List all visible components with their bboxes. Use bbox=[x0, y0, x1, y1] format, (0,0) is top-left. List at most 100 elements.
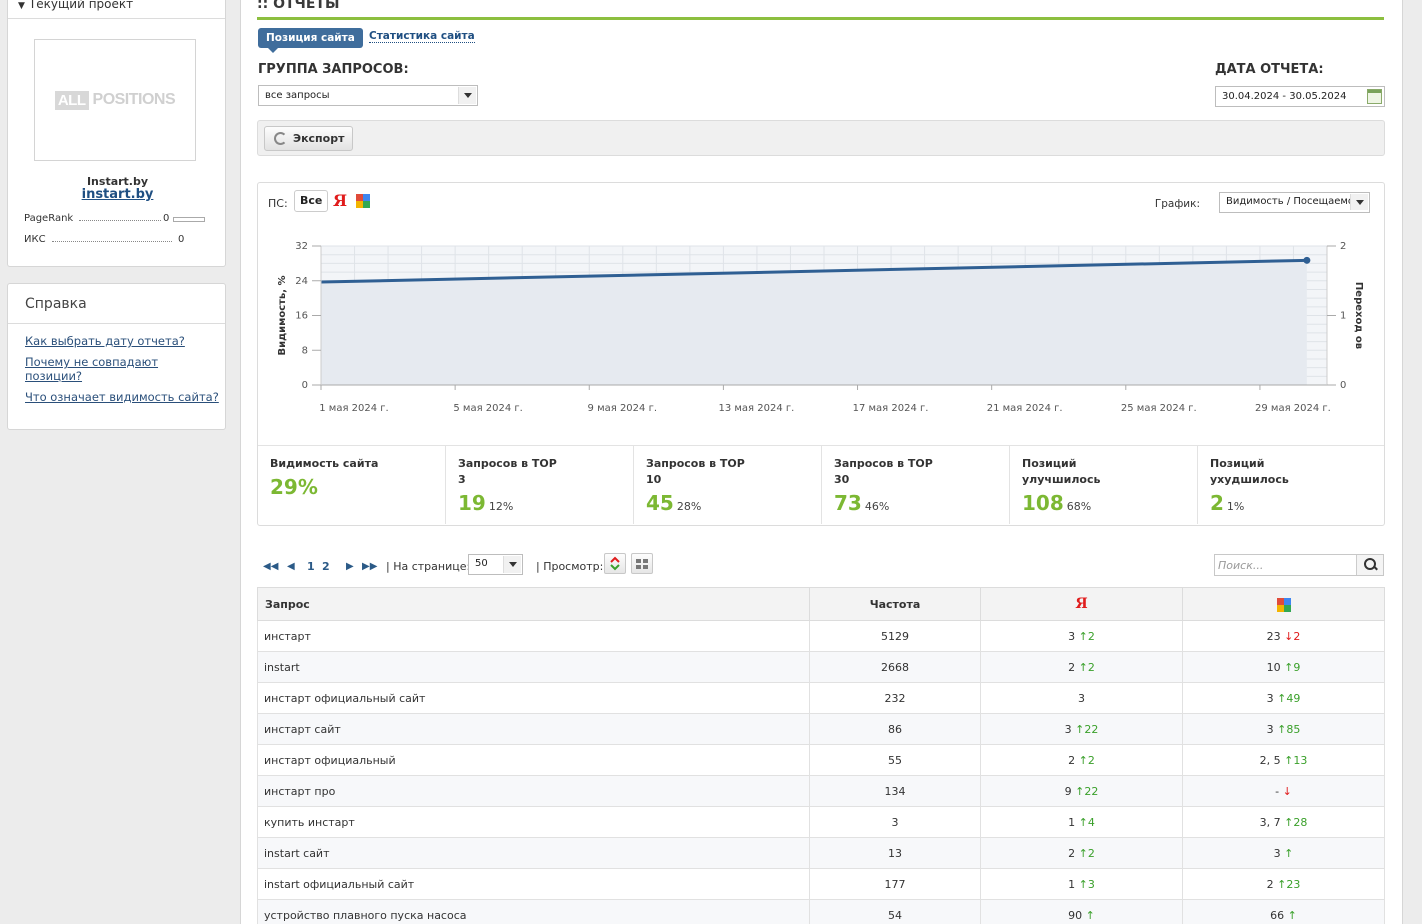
query-cell: instart официальный сайт bbox=[257, 868, 810, 900]
query-cell: инстарт официальный bbox=[257, 744, 810, 776]
position-value: 23 bbox=[1266, 629, 1281, 643]
position-change: 3 bbox=[1087, 877, 1095, 891]
query-group-select[interactable]: все запросы bbox=[258, 85, 478, 106]
help-link-visibility[interactable]: Что означает видимость сайта? bbox=[25, 390, 219, 404]
stat-value: 2 bbox=[1210, 491, 1224, 515]
first-page-icon[interactable]: ◀◀ bbox=[263, 561, 279, 572]
position-value: 3 bbox=[1266, 691, 1274, 705]
prev-page-icon[interactable]: ◀ bbox=[287, 561, 295, 572]
report-date-field[interactable]: 30.04.2024 - 30.05.2024 bbox=[1215, 86, 1385, 107]
query-cell: инстарт про bbox=[257, 775, 810, 807]
site-link[interactable]: instart.by bbox=[81, 187, 154, 202]
view-sort-button[interactable] bbox=[604, 553, 626, 574]
frequency-cell: 134 bbox=[809, 775, 981, 807]
y2-tick-label: 0 bbox=[1340, 380, 1346, 391]
arrow-up-icon: ↑ bbox=[1277, 877, 1287, 891]
frequency-value: 134 bbox=[884, 784, 906, 798]
table-row: instart официальный сайт 177 1 ↑3 2 ↑23 bbox=[257, 868, 1385, 900]
position-value: 3 bbox=[1068, 629, 1076, 643]
sort-arrows-icon bbox=[610, 556, 620, 571]
tab-site-position[interactable]: Позиция сайта bbox=[258, 28, 363, 53]
arrow-up-icon: ↑ bbox=[1078, 753, 1088, 767]
stat-label: Запросов в TOP 3 bbox=[458, 457, 557, 486]
stat-worsened: Позиций ухудшилось 2 1% bbox=[1198, 446, 1386, 524]
yandex-position-cell: 3 ↑22 bbox=[980, 713, 1183, 745]
arrow-up-icon: ↑ bbox=[1075, 722, 1085, 736]
search-input[interactable]: Поиск... bbox=[1214, 554, 1384, 576]
frequency-value: 2668 bbox=[881, 660, 909, 674]
yandex-position-cell: 2 ↑2 bbox=[980, 837, 1183, 869]
x-tick-label: 29 мая 2024 г. bbox=[1255, 403, 1331, 414]
last-page-icon[interactable]: ▶▶ bbox=[362, 561, 378, 572]
position-change: 4 bbox=[1087, 815, 1095, 829]
metric-label: ИКС bbox=[24, 234, 46, 245]
current-project-panel: ▼ Текущий проект ALL POSITIONS Instart.by … bbox=[7, 0, 226, 267]
x-tick-label: 5 мая 2024 г. bbox=[453, 403, 522, 414]
calendar-icon[interactable] bbox=[1367, 89, 1382, 104]
y-tick-label: 8 bbox=[302, 345, 308, 356]
search-placeholder: Поиск... bbox=[1218, 559, 1264, 572]
export-label: Экспорт bbox=[293, 132, 345, 145]
project-panel-title: Текущий проект bbox=[28, 0, 134, 11]
position-change: 49 bbox=[1286, 691, 1301, 705]
table-row: instart сайт 13 2 ↑2 3 ↑ bbox=[257, 837, 1385, 869]
frequency-cell: 5129 bbox=[809, 620, 981, 652]
site-logo: ALL POSITIONS bbox=[34, 39, 196, 161]
y-tick-label: 16 bbox=[295, 311, 308, 322]
view-label: | Просмотр: bbox=[536, 560, 604, 573]
position-value: 2 bbox=[1068, 846, 1076, 860]
title-divider bbox=[257, 17, 1384, 20]
next-page-icon[interactable]: ▶ bbox=[346, 561, 354, 572]
toolbar: Экспорт bbox=[257, 120, 1385, 156]
x-tick-label: 13 мая 2024 г. bbox=[718, 403, 794, 414]
help-link-positions[interactable]: Почему не совпадают позиции? bbox=[25, 355, 159, 383]
per-page-select[interactable]: 50 bbox=[468, 554, 523, 575]
tab-site-stats[interactable]: Статистика сайта bbox=[369, 30, 475, 43]
position-value: 9 bbox=[1064, 784, 1072, 798]
query-cell: купить инстарт bbox=[257, 806, 810, 838]
export-button[interactable]: Экспорт bbox=[264, 126, 354, 151]
col-yandex[interactable]: Я bbox=[980, 587, 1183, 621]
arrow-up-icon: ↑ bbox=[1078, 660, 1088, 674]
page-title: :: ОТЧЕТЫ bbox=[257, 0, 340, 12]
frequency-value: 13 bbox=[888, 846, 902, 860]
series-area bbox=[321, 260, 1307, 385]
x-tick-label: 9 мая 2024 г. bbox=[588, 403, 657, 414]
col-frequency[interactable]: Частота bbox=[809, 587, 981, 621]
series-line bbox=[320, 258, 1307, 284]
x-tick-label: 17 мая 2024 г. bbox=[853, 403, 929, 414]
yandex-position-cell: 9 ↑22 bbox=[980, 775, 1183, 807]
help-link-date[interactable]: Как выбрать дату отчета? bbox=[25, 334, 185, 348]
frequency-value: 55 bbox=[888, 753, 902, 767]
stat-label: Видимость сайта bbox=[270, 457, 379, 470]
query-cell: инстарт официальный сайт bbox=[257, 682, 810, 714]
view-grid-button[interactable] bbox=[631, 553, 653, 574]
google-position-cell: 3 ↑49 bbox=[1182, 682, 1385, 714]
col-query[interactable]: Запрос bbox=[257, 587, 810, 621]
stat-label: Запросов в TOP 30 bbox=[834, 457, 933, 486]
google-position-cell: - ↓ bbox=[1182, 775, 1385, 807]
google-icon[interactable] bbox=[356, 194, 370, 208]
position-change: 13 bbox=[1293, 753, 1308, 767]
graph-type-select[interactable]: Видимость / Посещаемо bbox=[1219, 192, 1370, 213]
ps-all-button[interactable]: Все bbox=[294, 190, 329, 212]
frequency-cell: 2668 bbox=[809, 651, 981, 683]
query-text: инстарт официальный bbox=[264, 753, 396, 767]
position-change: 85 bbox=[1286, 722, 1301, 736]
position-change: 2 bbox=[1087, 660, 1095, 674]
y2-tick-label: 1 bbox=[1340, 311, 1346, 322]
stat-pct: 68% bbox=[1066, 500, 1092, 513]
main-panel: :: ОТЧЕТЫ Позиция сайта Статистика сайта… bbox=[240, 0, 1403, 924]
page-link-1[interactable]: 1 bbox=[307, 560, 315, 573]
google-position-cell: 3 ↑85 bbox=[1182, 713, 1385, 745]
page-link-2[interactable]: 2 bbox=[322, 560, 330, 573]
yandex-icon[interactable]: Я bbox=[333, 191, 348, 210]
col-google[interactable] bbox=[1182, 587, 1385, 621]
position-value: 3 bbox=[1078, 691, 1085, 705]
dropdown-arrow-icon bbox=[458, 87, 476, 104]
project-panel-header[interactable]: ▼ Текущий проект bbox=[8, 0, 225, 19]
x-tick-label: 1 мая 2024 г. bbox=[319, 403, 388, 414]
search-icon[interactable] bbox=[1356, 555, 1383, 575]
pagerank-bar bbox=[173, 217, 205, 222]
